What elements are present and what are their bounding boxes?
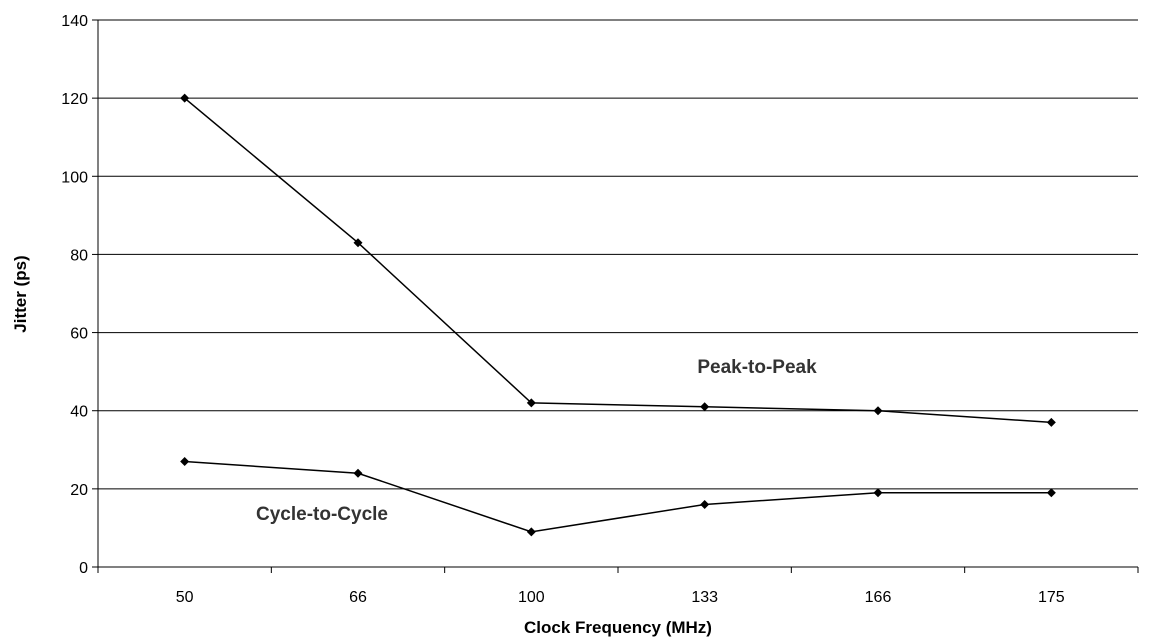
y-tick-label: 40 [70,404,88,421]
axes [97,20,1138,568]
data-point-cycle-to-cycle [526,527,536,537]
x-axis-title: Clock Frequency (MHz) [524,618,712,637]
data-markers [180,93,1056,537]
x-tick-label: 166 [865,589,892,606]
tick-marks [92,19,1139,573]
y-tick-label: 20 [70,482,88,499]
x-tick-label: 175 [1038,589,1065,606]
data-point-peak-to-peak [873,406,883,416]
series-line-cycle-to-cycle [184,460,1052,533]
x-tick-label: 133 [691,589,718,606]
data-point-peak-to-peak [180,93,190,103]
data-point-peak-to-peak [1046,417,1056,427]
gridlines [98,19,1138,490]
y-tick-labels: 0 20 40 60 80 100 120 140 [61,13,88,577]
y-tick-label: 60 [70,326,88,343]
series-label-peak-to-peak: Peak-to-Peak [697,357,817,378]
y-tick-label: 0 [79,560,88,577]
x-tick-labels: 50 66 100 133 166 175 [176,589,1065,606]
y-tick-label: 120 [61,91,88,108]
data-point-cycle-to-cycle [353,468,363,478]
series-lines [184,97,1052,533]
y-tick-label: 140 [61,13,88,30]
data-point-cycle-to-cycle [180,457,190,467]
y-axis-title: Jitter (ps) [11,255,30,332]
y-tick-label: 80 [70,247,88,264]
data-point-peak-to-peak [353,238,363,248]
series-line-peak-to-peak [184,97,1052,424]
series-label-cycle-to-cycle: Cycle-to-Cycle [256,504,388,525]
data-point-cycle-to-cycle [700,499,710,509]
x-tick-label: 50 [176,589,194,606]
x-tick-label: 66 [349,589,367,606]
data-point-cycle-to-cycle [1046,488,1056,498]
data-point-peak-to-peak [526,398,536,408]
x-tick-label: 100 [518,589,545,606]
y-tick-label: 100 [61,169,88,186]
data-point-peak-to-peak [700,402,710,412]
data-point-cycle-to-cycle [873,488,883,498]
